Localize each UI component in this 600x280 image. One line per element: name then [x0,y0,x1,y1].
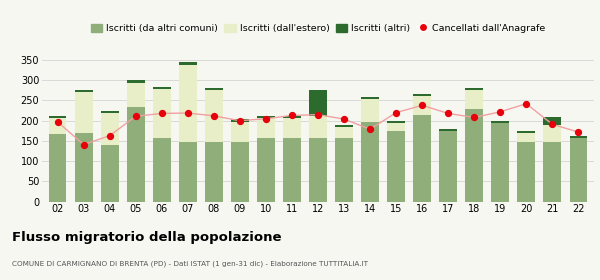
Point [339,117,349,121]
Bar [335,138,353,202]
Bar [517,133,535,142]
Bar [75,133,92,202]
Bar [361,97,379,99]
Bar [517,142,535,202]
Bar [127,107,145,202]
Bar [179,142,197,202]
Bar [49,116,67,118]
Bar [309,90,327,116]
Point [443,111,453,116]
Bar [127,83,145,107]
Text: Flusso migratorio della popolazione: Flusso migratorio della popolazione [12,231,281,244]
Bar [491,121,509,123]
Bar [101,111,119,113]
Bar [439,129,457,131]
Point [391,110,401,115]
Bar [413,94,431,96]
Text: COMUNE DI CARMIGNANO DI BRENTA (PD) - Dati ISTAT (1 gen-31 dic) - Elaborazione T: COMUNE DI CARMIGNANO DI BRENTA (PD) - Da… [12,261,368,267]
Point [183,111,193,115]
Point [53,120,62,124]
Bar [231,142,249,202]
Bar [387,121,405,123]
Bar [517,131,535,133]
Bar [466,88,483,90]
Bar [153,87,170,89]
Bar [257,138,275,202]
Bar [205,142,223,202]
Bar [231,122,249,142]
Point [235,118,245,123]
Bar [309,116,327,138]
Bar [413,96,431,115]
Bar [75,90,92,92]
Bar [387,131,405,202]
Point [548,122,557,127]
Bar [101,145,119,202]
Bar [205,90,223,142]
Bar [179,62,197,65]
Point [469,115,479,120]
Bar [153,138,170,202]
Bar [101,113,119,145]
Bar [544,125,561,142]
Bar [153,89,170,138]
Point [157,111,167,116]
Legend: Iscritti (da altri comuni), Iscritti (dall'estero), Iscritti (altri), Cancellati: Iscritti (da altri comuni), Iscritti (da… [87,20,549,37]
Point [365,127,375,131]
Bar [283,138,301,202]
Bar [544,118,561,125]
Bar [127,80,145,83]
Bar [309,138,327,202]
Point [521,101,531,106]
Bar [491,123,509,202]
Bar [361,99,379,122]
Bar [544,142,561,202]
Point [79,142,88,147]
Bar [75,92,92,133]
Point [131,114,140,118]
Bar [361,122,379,202]
Bar [205,88,223,90]
Bar [439,131,457,202]
Bar [257,118,275,138]
Bar [387,123,405,131]
Point [418,103,427,108]
Bar [335,125,353,127]
Bar [466,90,483,109]
Point [496,109,505,114]
Bar [335,127,353,138]
Point [287,113,297,118]
Bar [231,120,249,122]
Bar [283,118,301,138]
Bar [413,115,431,202]
Bar [49,118,67,134]
Bar [466,109,483,202]
Point [313,112,323,117]
Bar [49,134,67,202]
Bar [257,116,275,118]
Bar [569,138,587,202]
Bar [283,116,301,118]
Point [574,130,583,134]
Point [105,134,115,138]
Bar [569,136,587,138]
Bar [179,65,197,142]
Point [261,116,271,121]
Point [209,114,218,118]
